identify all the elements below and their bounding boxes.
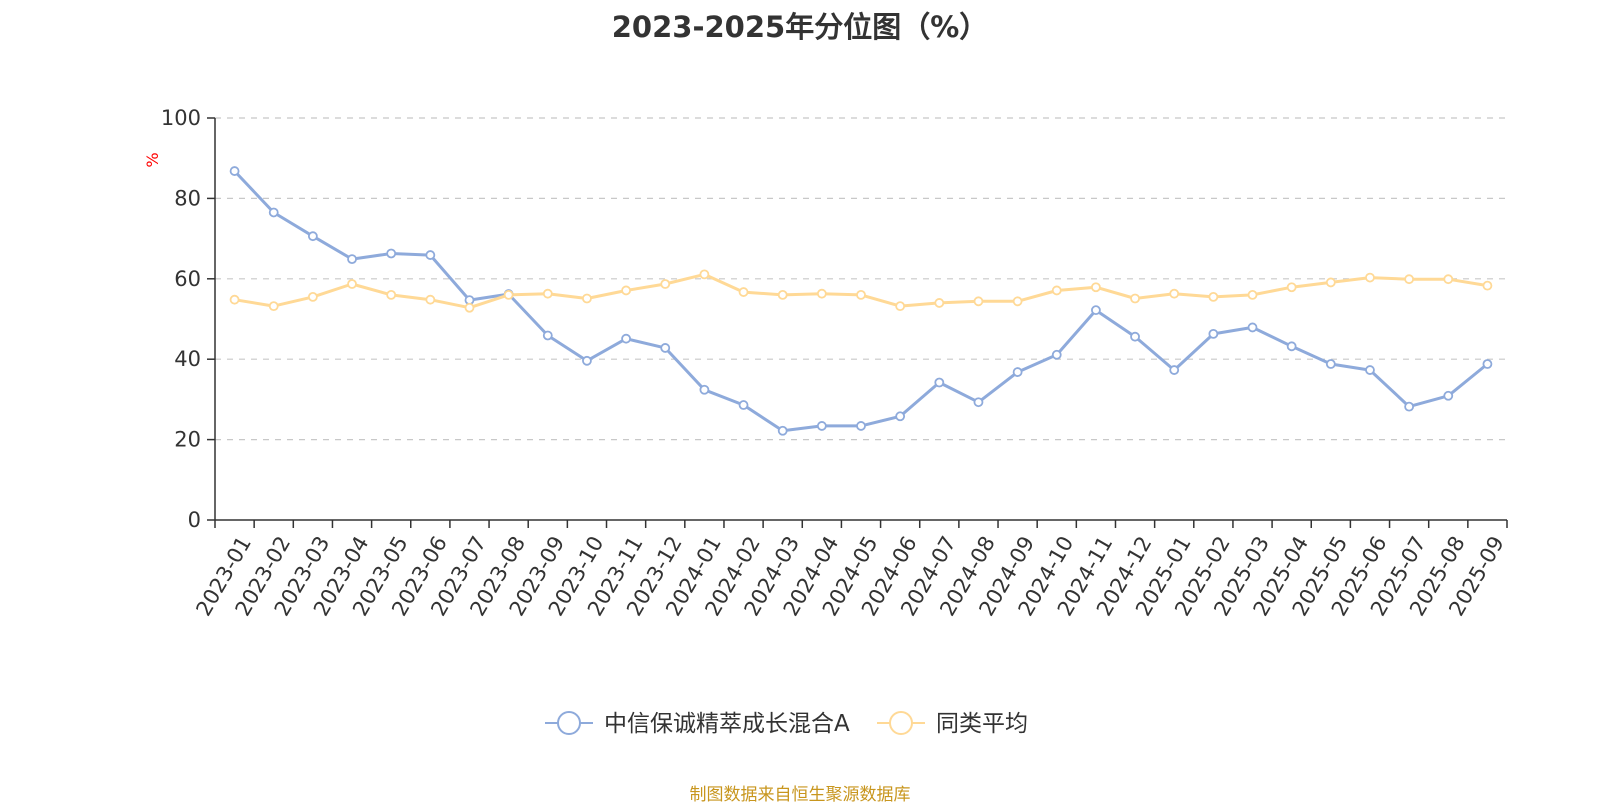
data-point <box>699 269 710 280</box>
data-point <box>268 301 279 312</box>
data-point <box>1482 280 1493 291</box>
y-axis-label: % <box>143 152 162 167</box>
data-point <box>621 285 631 296</box>
data-point <box>934 298 945 308</box>
y-tick-label: 20 <box>174 428 201 452</box>
data-point <box>1130 293 1140 304</box>
y-tick-label: 40 <box>174 347 201 371</box>
data-point <box>1091 305 1101 316</box>
data-point <box>425 294 436 305</box>
data-point <box>934 377 945 388</box>
y-tick-label: 0 <box>188 508 201 532</box>
data-point <box>386 289 397 300</box>
data-point <box>895 411 906 422</box>
data-point <box>1443 390 1454 401</box>
data-point <box>1091 282 1101 293</box>
data-point <box>1325 277 1336 288</box>
data-point <box>1286 341 1297 352</box>
x-tick-labels: 2023-012023-022023-032023-042023-052023-… <box>191 532 1509 620</box>
data-point <box>1365 365 1375 375</box>
series-points <box>229 166 1493 436</box>
data-point <box>268 207 279 218</box>
data-point <box>1012 367 1023 377</box>
data-point <box>1051 285 1062 296</box>
data-point <box>738 287 749 297</box>
y-tick-label: 60 <box>174 267 201 291</box>
data-point <box>660 279 671 289</box>
data-point <box>1130 331 1140 342</box>
source-note: 制图数据来自恒生聚源数据库 <box>689 785 911 805</box>
data-point <box>1247 289 1258 300</box>
series-line-0 <box>233 170 1489 433</box>
data-point <box>1051 349 1062 360</box>
series-lines <box>233 170 1489 433</box>
y-tick-label: 100 <box>161 106 201 130</box>
data-point <box>777 289 788 300</box>
data-point <box>347 279 357 289</box>
data-point <box>973 296 984 307</box>
data-point <box>503 289 514 300</box>
data-point <box>621 333 631 344</box>
data-point <box>1404 401 1415 412</box>
data-point <box>464 302 475 313</box>
data-point <box>856 289 866 300</box>
axes <box>207 117 1508 528</box>
data-point <box>229 294 240 305</box>
y-tick-label: 80 <box>174 186 201 210</box>
legend-item-0: 中信保诚精萃成长混合A <box>545 711 850 737</box>
data-point <box>386 248 397 259</box>
data-point <box>1404 274 1415 285</box>
data-point <box>973 397 984 408</box>
data-point <box>582 355 592 366</box>
data-point <box>425 250 436 260</box>
data-point <box>1325 359 1336 369</box>
data-point <box>347 254 357 265</box>
legend-label: 同类平均 <box>936 711 1028 737</box>
data-point <box>1208 291 1219 302</box>
data-point <box>699 384 710 395</box>
data-point <box>777 425 788 436</box>
legend-marker <box>557 711 581 735</box>
data-point <box>738 400 749 410</box>
data-point <box>1169 288 1180 299</box>
grid-lines <box>215 117 1507 441</box>
data-point <box>1365 272 1375 283</box>
data-point <box>660 343 671 353</box>
data-point <box>816 421 827 431</box>
data-point <box>307 291 318 302</box>
data-point <box>542 288 553 299</box>
data-point <box>1169 365 1180 375</box>
y-tick-labels: 0 20 40 60 80 100 <box>161 106 201 532</box>
data-point <box>1443 274 1454 285</box>
data-point <box>229 166 240 176</box>
data-point <box>1012 296 1023 307</box>
chart-title: 2023-2025年分位图（%） <box>611 10 989 44</box>
data-point <box>1208 328 1219 339</box>
data-point <box>307 231 318 242</box>
legend-marker <box>889 711 913 735</box>
data-point <box>582 293 592 304</box>
legend: 中信保诚精萃成长混合A 同类平均 <box>545 711 1028 737</box>
data-point <box>1482 359 1493 369</box>
data-point <box>1247 322 1258 333</box>
data-point <box>856 421 866 431</box>
data-point <box>1286 282 1297 293</box>
data-point <box>895 301 906 312</box>
legend-label: 中信保诚精萃成长混合A <box>604 711 850 737</box>
data-point <box>816 288 827 299</box>
legend-item-1: 同类平均 <box>877 711 1028 737</box>
data-point <box>542 330 553 341</box>
